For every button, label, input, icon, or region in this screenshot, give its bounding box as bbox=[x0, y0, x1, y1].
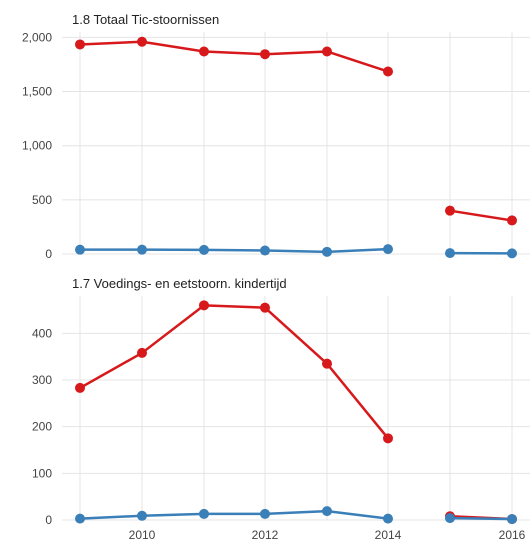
data-point bbox=[260, 245, 270, 256]
data-point bbox=[507, 514, 517, 525]
series-line bbox=[449, 209, 513, 222]
y-tick-label: 1,500 bbox=[22, 85, 52, 99]
y-tick-label: 0 bbox=[45, 247, 52, 261]
x-tick-label: 2016 bbox=[499, 528, 526, 542]
grid bbox=[62, 296, 530, 521]
x-tick-label: 2010 bbox=[129, 528, 156, 542]
data-point bbox=[507, 248, 517, 259]
data-point bbox=[322, 358, 332, 369]
data-point bbox=[75, 244, 85, 255]
panel-header-bg bbox=[62, 272, 530, 296]
grid bbox=[62, 32, 530, 255]
y-tick-label: 200 bbox=[32, 420, 52, 434]
data-point bbox=[445, 248, 455, 259]
panel-title: 1.8 Totaal Tic-stoornissen bbox=[72, 12, 219, 27]
data-point bbox=[199, 300, 209, 311]
data-point bbox=[260, 49, 270, 60]
data-point bbox=[383, 513, 393, 524]
data-point bbox=[199, 244, 209, 255]
y-tick-label: 400 bbox=[32, 326, 52, 340]
data-point bbox=[199, 46, 209, 57]
x-tick-label: 2014 bbox=[375, 528, 402, 542]
series bbox=[75, 300, 517, 525]
y-tick-label: 0 bbox=[45, 513, 52, 527]
series-line bbox=[449, 516, 513, 521]
data-point bbox=[383, 244, 393, 255]
data-point bbox=[137, 347, 147, 358]
y-tick-label: 2,000 bbox=[22, 30, 52, 44]
series bbox=[75, 244, 517, 259]
series-line bbox=[79, 509, 389, 520]
data-point bbox=[199, 508, 209, 519]
data-point bbox=[445, 205, 455, 216]
x-tick-label: 2012 bbox=[252, 528, 279, 542]
data-point bbox=[322, 506, 332, 517]
series-line bbox=[79, 40, 389, 73]
panel-header-bg bbox=[62, 8, 530, 32]
panel-title: 1.7 Voedings- en eetstoorn. kindertijd bbox=[72, 276, 287, 291]
data-point bbox=[445, 513, 455, 524]
data-point bbox=[137, 36, 147, 47]
y-tick-label: 300 bbox=[32, 373, 52, 387]
panel-tic-stoornissen: 1.8 Totaal Tic-stoornissen 0 500 1,000 1,50… bbox=[22, 8, 530, 261]
data-point bbox=[260, 302, 270, 313]
y-tick-label: 100 bbox=[32, 466, 52, 480]
data-point bbox=[75, 382, 85, 393]
series bbox=[75, 506, 517, 525]
data-point bbox=[383, 433, 393, 444]
data-point bbox=[137, 244, 147, 255]
data-point bbox=[322, 246, 332, 257]
data-point bbox=[75, 513, 85, 524]
y-tick-label: 1,000 bbox=[22, 139, 52, 153]
series-line bbox=[79, 304, 389, 440]
panel-voedings-eetstoornissen: 1.7 Voedings- en eetstoorn. kindertijd 0… bbox=[32, 272, 530, 542]
data-point bbox=[75, 39, 85, 50]
series-line bbox=[80, 247, 389, 254]
data-point bbox=[260, 508, 270, 519]
data-point bbox=[507, 215, 517, 226]
data-point bbox=[137, 510, 147, 521]
series bbox=[75, 36, 517, 226]
y-tick-label: 500 bbox=[32, 193, 52, 207]
data-point bbox=[383, 66, 393, 77]
data-point bbox=[322, 46, 332, 57]
